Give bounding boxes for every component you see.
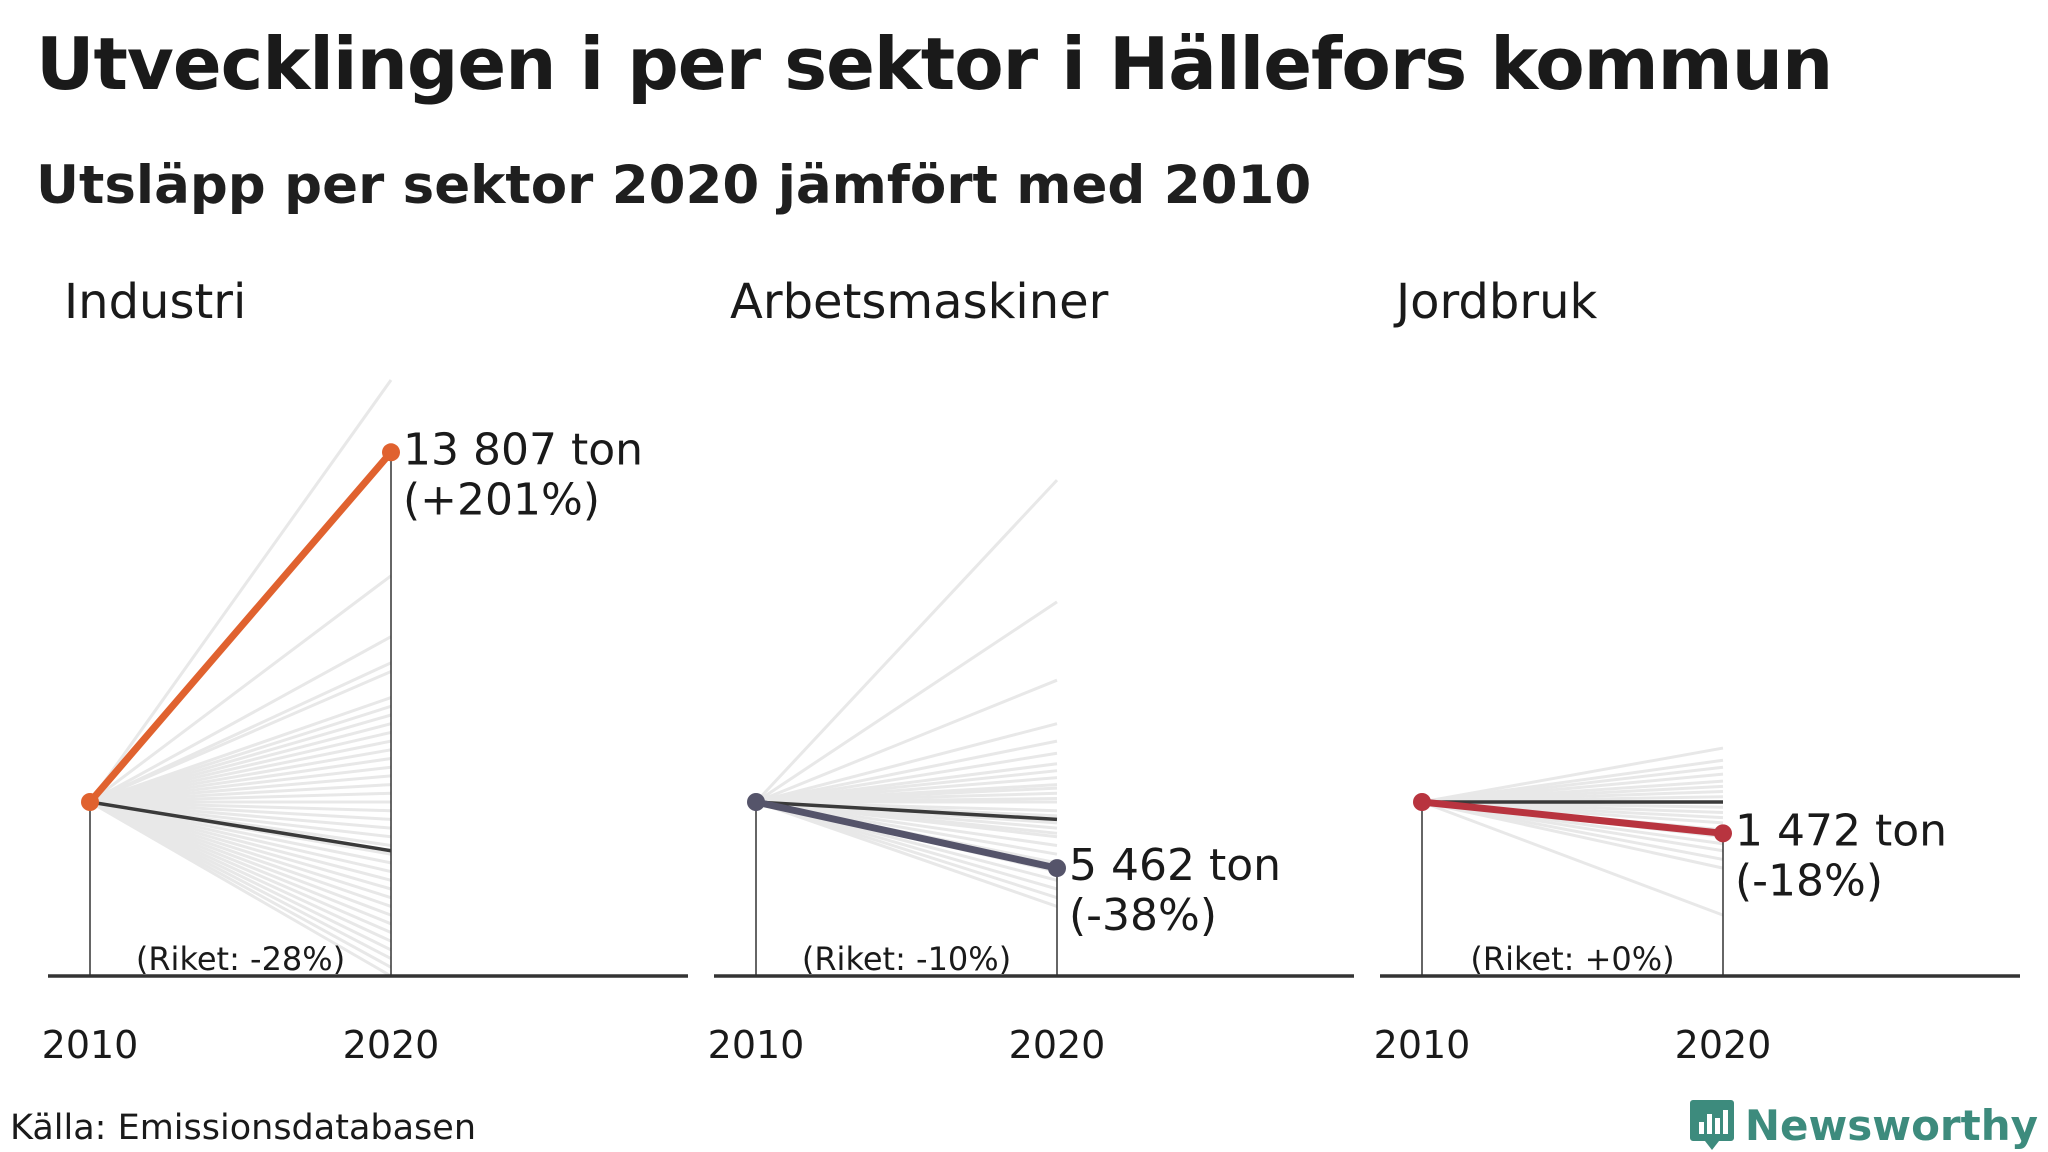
municipality-line <box>89 696 392 804</box>
brand-name: Newsworthy <box>1744 1100 2038 1150</box>
highlight-point-2020-2 <box>1714 824 1732 843</box>
highlight-point-2020-0 <box>382 443 400 462</box>
tick-label-2010-1: 2010 <box>708 1023 805 1067</box>
municipality-line <box>1421 758 1724 804</box>
highlight-point-2010-0 <box>81 793 99 811</box>
national-label-0: (Riket: -28%) <box>136 940 345 978</box>
highlight-line-1 <box>752 798 1061 872</box>
municipality-line <box>755 751 1058 804</box>
highlight-point-2010-2 <box>1413 793 1431 811</box>
tick-label-2020-0: 2020 <box>343 1023 440 1067</box>
newsworthy-logo-icon <box>1689 1100 1734 1150</box>
change-label-1: (-38%) <box>1069 890 1217 941</box>
panel-title-1: Arbetsmaskiner <box>730 274 1109 330</box>
source-note: Källa: Emissionsdatabasen <box>10 1108 477 1148</box>
value-label-1: 5 462 ton <box>1069 840 1281 891</box>
brand: Newsworthy <box>1689 1098 2038 1152</box>
municipality-line <box>88 379 393 803</box>
tick-label-2020-1: 2020 <box>1009 1023 1106 1067</box>
value-label-0: 13 807 ton <box>403 424 643 475</box>
highlight-point-2020-1 <box>1048 859 1066 878</box>
municipality-line <box>755 722 1058 804</box>
change-label-0: (+201%) <box>403 474 600 525</box>
chart-title: Utvecklingen i per sektor i Hällefors ko… <box>36 22 1833 106</box>
national-line-0 <box>89 800 392 853</box>
municipality-line <box>755 762 1058 804</box>
municipality-line <box>754 479 1059 804</box>
highlight-point-2010-1 <box>747 793 765 811</box>
panel-title-0: Industri <box>64 274 246 330</box>
municipality-line <box>755 739 1058 804</box>
panel-title-2: Jordbruk <box>1393 274 1598 330</box>
municipality-line <box>1421 746 1724 804</box>
municipality-line <box>755 678 1058 804</box>
highlight-line-0 <box>86 448 395 806</box>
tick-label-2010-2: 2010 <box>1374 1023 1471 1067</box>
value-label-2: 1 472 ton <box>1735 805 1947 856</box>
national-line-1 <box>755 800 1058 822</box>
change-label-2: (-18%) <box>1735 855 1883 906</box>
chart-subtitle: Utsläpp per sektor 2020 jämfört med 2010 <box>36 155 1312 216</box>
tick-label-2010-0: 2010 <box>42 1023 139 1067</box>
municipality-line <box>89 661 392 804</box>
national-label-2: (Riket: +0%) <box>1470 940 1674 978</box>
municipality-line <box>89 574 392 804</box>
municipality-line <box>1421 800 1724 917</box>
municipality-line <box>89 635 392 804</box>
municipality-line <box>755 600 1058 804</box>
tick-label-2020-2: 2020 <box>1675 1023 1772 1067</box>
national-label-1: (Riket: -10%) <box>802 940 1011 978</box>
highlight-line-2 <box>1418 798 1727 837</box>
